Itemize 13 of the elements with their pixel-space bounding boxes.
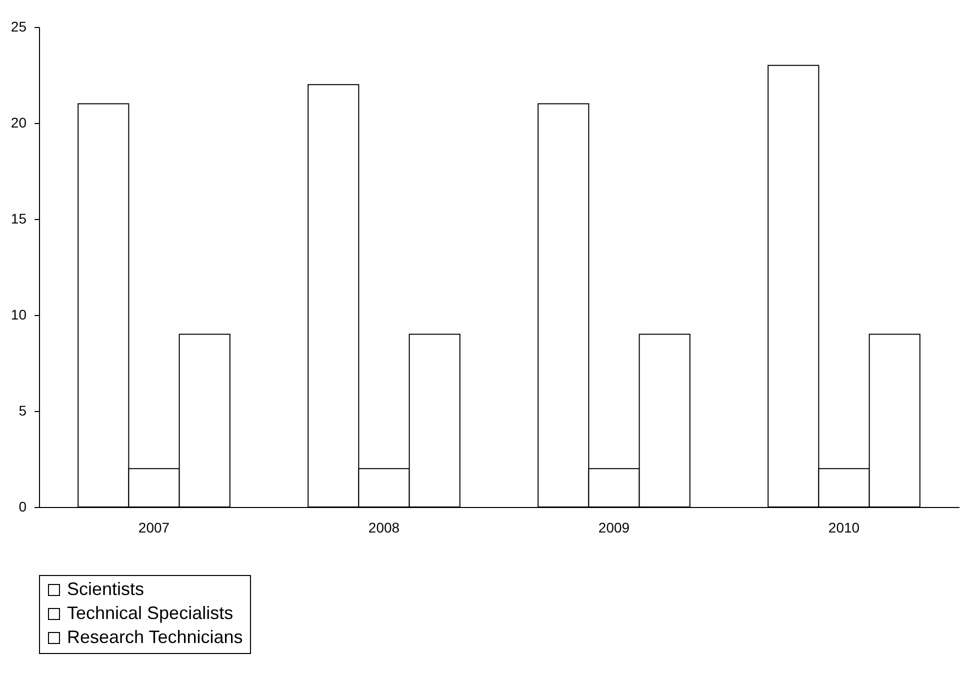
legend-label: Research Technicians: [67, 627, 243, 647]
y-tick-label: 25: [10, 18, 27, 34]
x-tick-label: 2007: [138, 520, 170, 536]
x-tick-label: 2010: [828, 520, 860, 536]
legend-label: Technical Specialists: [67, 603, 234, 623]
x-tick-label: 2009: [598, 520, 630, 536]
y-tick-label: 20: [10, 114, 27, 130]
x-tick-label: 2008: [368, 520, 400, 536]
y-tick-label: 0: [18, 498, 27, 514]
y-tick-label: 10: [10, 306, 27, 322]
y-tick-label: 5: [18, 402, 27, 418]
y-tick-label: 15: [10, 210, 27, 226]
legend-label: Scientists: [67, 579, 144, 599]
